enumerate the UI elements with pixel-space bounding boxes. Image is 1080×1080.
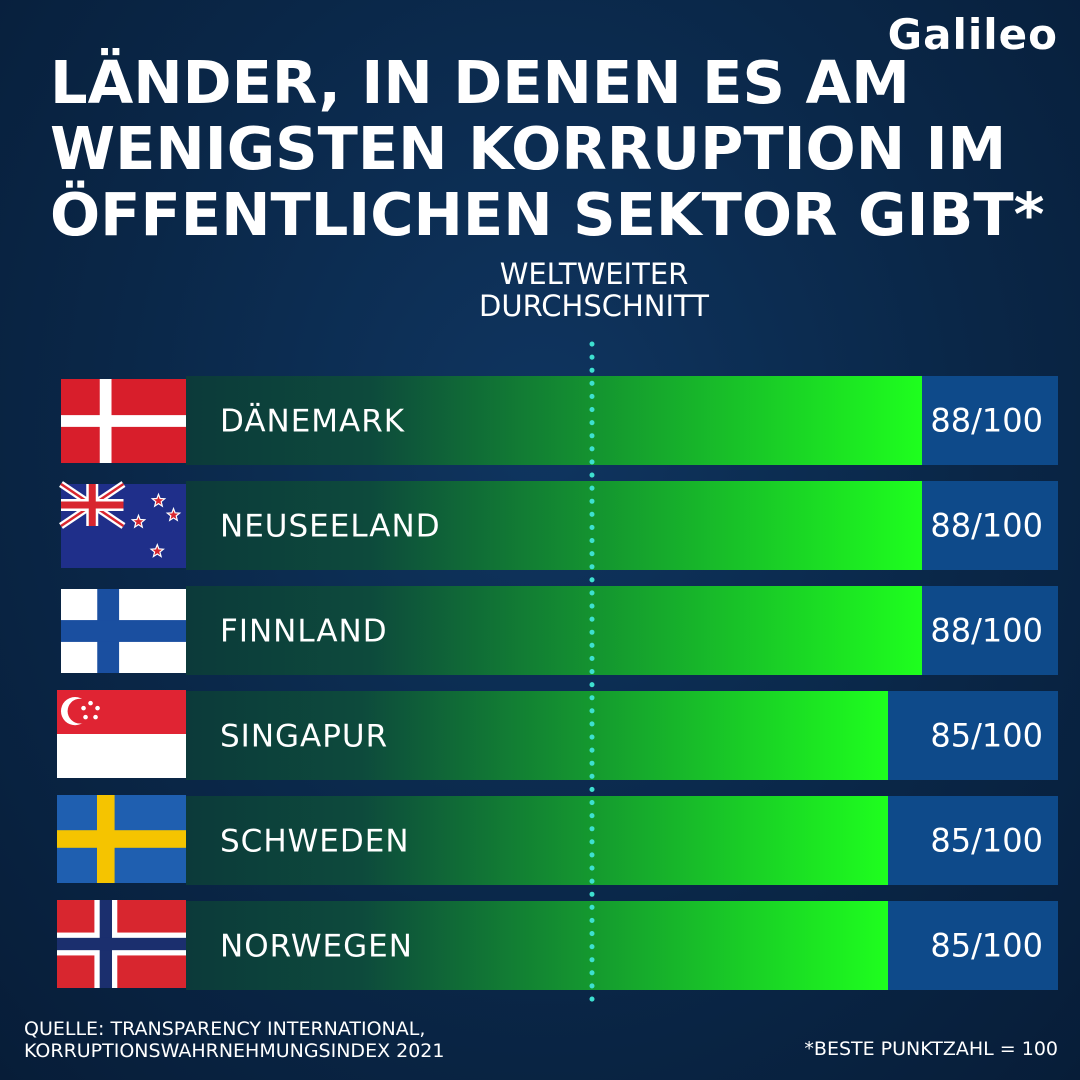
avg-label-line: DURCHSCHNITT: [479, 289, 709, 323]
title-line: ÖFFENTLICHEN SEKTOR GIBT*: [50, 180, 1045, 249]
source-line: QUELLE: TRANSPARENCY INTERNATIONAL,: [24, 1018, 426, 1040]
footnote: *BESTE PUNKTZAHL = 100: [804, 1038, 1058, 1060]
value-label: 88/100: [930, 402, 1043, 440]
bar-row: NORWEGEN 85/100: [57, 900, 1058, 990]
bar-row: FINNLAND 88/100: [61, 586, 1058, 675]
bar-row: SINGAPUR 85/100: [57, 690, 1058, 780]
category-label: SCHWEDEN: [220, 824, 410, 860]
title-line: WENIGSTEN KORRUPTION IM: [50, 114, 1007, 183]
bar: [186, 481, 922, 570]
value-label: 85/100: [930, 822, 1043, 860]
bar: [186, 586, 922, 675]
value-label: 88/100: [930, 612, 1043, 650]
title-line: LÄNDER, IN DENEN ES AM: [50, 48, 910, 117]
avg-label-line: WELTWEITER: [499, 257, 689, 291]
category-label: NEUSEELAND: [220, 509, 441, 545]
bar: [186, 691, 888, 780]
category-label: DÄNEMARK: [220, 404, 405, 440]
flag-singapore: [57, 690, 186, 778]
world-average-label: WELTWEITER DURCHSCHNITT: [432, 258, 756, 322]
category-label: SINGAPUR: [220, 719, 388, 755]
flag-finland: [61, 589, 186, 673]
source-note: QUELLE: TRANSPARENCY INTERNATIONAL, KORR…: [24, 1018, 444, 1062]
bar: [186, 796, 888, 885]
flag-denmark: [61, 379, 186, 463]
flag-new-zealand: [59, 481, 186, 568]
source-line: KORRUPTIONSWAHRNEHMUNGSINDEX 2021: [24, 1040, 445, 1062]
bar-row: NEUSEELAND 88/100: [59, 481, 1058, 570]
value-label: 85/100: [930, 927, 1043, 965]
value-label: 88/100: [930, 507, 1043, 545]
bar-row: SCHWEDEN 85/100: [57, 795, 1058, 885]
category-label: NORWEGEN: [220, 929, 413, 965]
chart-title: LÄNDER, IN DENEN ES AM WENIGSTEN KORRUPT…: [50, 48, 1045, 249]
category-label: FINNLAND: [220, 614, 388, 650]
bar: [186, 901, 888, 990]
flag-norway: [57, 900, 186, 988]
flag-sweden: [57, 795, 186, 883]
value-label: 85/100: [930, 717, 1043, 755]
bar-row: DÄNEMARK 88/100: [61, 376, 1058, 465]
galileo-logo: Galileo: [887, 10, 1058, 59]
bar: [186, 376, 922, 465]
